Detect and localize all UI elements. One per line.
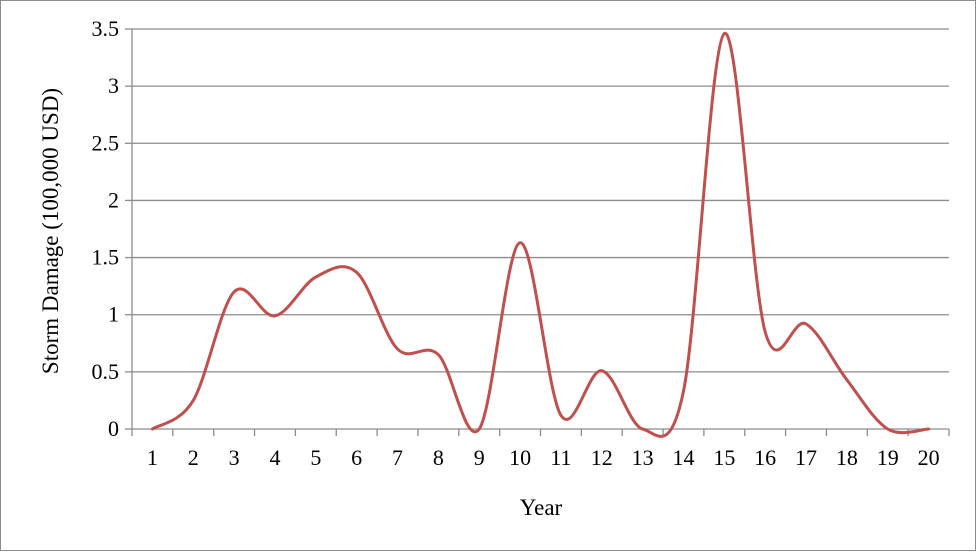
x-tick-label: 2	[188, 445, 199, 470]
x-tick-label: 12	[591, 445, 613, 470]
x-tick-labels: 1 2 3 4 5 6 7 8 9 10 11 12 13 14 15 16 17 18 19 20	[147, 445, 940, 470]
x-tick-label: 15	[713, 445, 735, 470]
y-tick-label: 0.5	[92, 359, 120, 384]
x-tick-label: 10	[509, 445, 531, 470]
axes	[125, 28, 950, 436]
series-lines	[150, 32, 931, 438]
x-tick-label: 20	[918, 445, 940, 470]
x-tick-label: 11	[550, 445, 571, 470]
x-tick-label: 8	[433, 445, 444, 470]
y-tick-label: 2	[108, 187, 119, 212]
x-tick-label: 17	[795, 445, 817, 470]
series-line	[150, 32, 931, 438]
y-tick-labels: 0 0.5 1 1.5 2 2.5 3 3.5	[92, 16, 120, 441]
y-tick-label: 1.5	[92, 245, 120, 270]
y-tick-label: 3.5	[92, 16, 120, 41]
y-tick-label: 3	[108, 73, 119, 98]
x-tick-label: 18	[836, 445, 858, 470]
x-tick-label: 16	[754, 445, 776, 470]
x-tick-label: 7	[392, 445, 403, 470]
y-axis-title: Storm Damage (100,000 USD)	[38, 88, 63, 374]
y-tick-label: 1	[108, 302, 119, 327]
x-axis-title: Year	[520, 495, 563, 520]
x-tick-label: 1	[147, 445, 158, 470]
x-tick-label: 13	[632, 445, 654, 470]
x-tick-label: 19	[877, 445, 899, 470]
y-tick-label: 2.5	[92, 130, 120, 155]
x-tick-label: 6	[351, 445, 362, 470]
x-tick-label: 14	[672, 445, 694, 470]
x-tick-label: 3	[229, 445, 240, 470]
x-tick-label: 9	[474, 445, 485, 470]
x-tick-label: 4	[269, 445, 280, 470]
x-tick-label: 5	[310, 445, 321, 470]
y-tick-label: 0	[108, 416, 119, 441]
